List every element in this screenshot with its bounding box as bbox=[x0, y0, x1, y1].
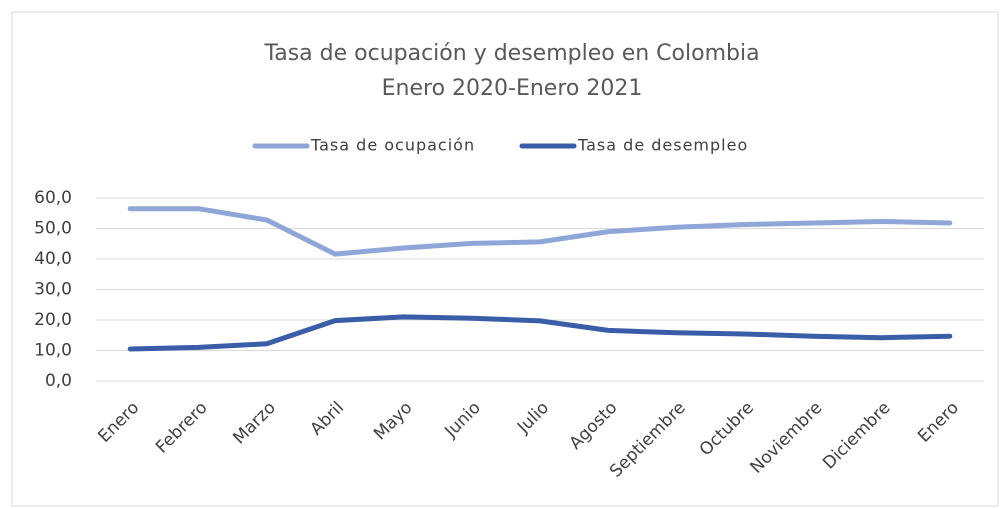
line-series bbox=[127, 206, 953, 257]
y-tick-label: 0,0 bbox=[45, 371, 72, 391]
chart-title: Tasa de ocupación y desempleo en Colombi… bbox=[263, 41, 759, 66]
legend-label: Tasa de ocupación bbox=[310, 136, 475, 155]
y-tick-label: 40,0 bbox=[34, 249, 72, 269]
y-tick-label: 50,0 bbox=[34, 219, 72, 239]
y-tick-label: 20,0 bbox=[34, 310, 72, 330]
y-tick-label: 60,0 bbox=[34, 188, 72, 208]
y-tick-label: 30,0 bbox=[34, 280, 72, 300]
line-series bbox=[127, 314, 953, 352]
y-tick-label: 10,0 bbox=[34, 341, 72, 361]
legend-label: Tasa de desempleo bbox=[577, 136, 748, 155]
chart-subtitle: Enero 2020-Enero 2021 bbox=[382, 76, 643, 101]
